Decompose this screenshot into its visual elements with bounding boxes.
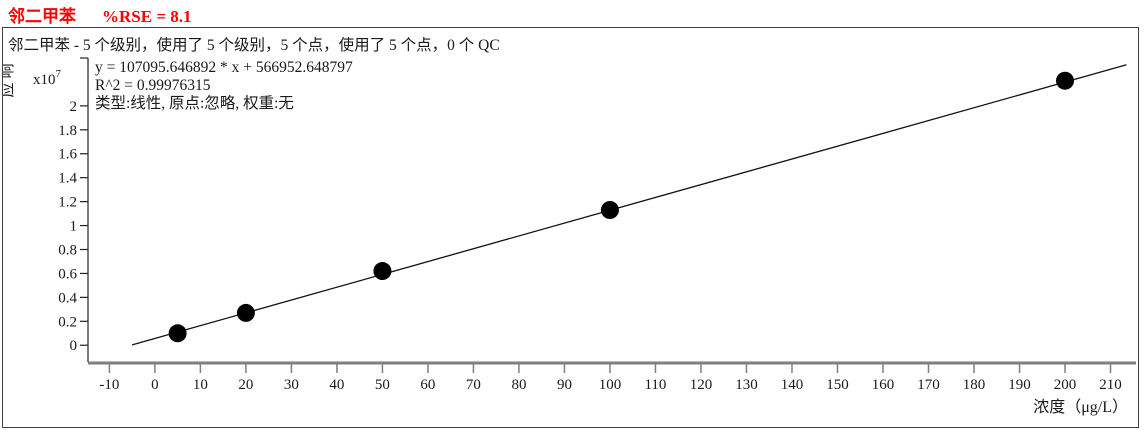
x-tick-label: 210 [1099, 377, 1122, 393]
x-tick-label: 170 [917, 377, 940, 393]
x-tick-label: 70 [466, 377, 481, 393]
x-tick-label: 140 [781, 377, 804, 393]
chart-title: 邻二甲苯 %RSE = 8.1 [8, 2, 192, 26]
x-tick-label: 160 [872, 377, 895, 393]
y-tick-label: 0.4 [58, 290, 77, 306]
x-tick-label: 120 [690, 377, 713, 393]
x-tick-label: 0 [151, 377, 159, 393]
x-tick-label: 40 [329, 377, 344, 393]
data-point [600, 201, 619, 219]
x-tick-label: 130 [735, 377, 758, 393]
y-tick-label: 1.8 [58, 123, 77, 139]
x-tick-label: 190 [1008, 377, 1031, 393]
data-point [236, 303, 255, 322]
x-tick-label: -10 [99, 377, 119, 393]
x-tick-label: 110 [644, 377, 666, 393]
y-tick-label: 0.2 [58, 314, 77, 330]
x-tick-label: 30 [284, 377, 299, 393]
x-tick-label: 180 [963, 377, 986, 393]
x-axis-title: 浓度（μg/L） [1033, 398, 1128, 416]
fit-equation: y = 107095.646892 * x + 566952.648797 [95, 59, 353, 76]
fit-r-squared: R^2 = 0.99976315 [95, 77, 211, 94]
rse-value: %RSE = 8.1 [102, 7, 192, 26]
fit-settings: 类型:线性, 原点:忽略, 权重:无 [95, 95, 294, 112]
y-axis-title-char: 应 [3, 82, 16, 97]
y-tick-label: 2 [70, 99, 78, 115]
y-tick-label: 0.6 [58, 266, 77, 282]
x-tick-label: 50 [375, 377, 390, 393]
y-tick-label: 1.2 [58, 195, 77, 211]
data-point [1056, 71, 1075, 90]
x-tick-label: 200 [1054, 377, 1077, 393]
data-point [373, 262, 392, 281]
y-tick-label: 1.6 [58, 147, 77, 163]
regression-line [131, 64, 1127, 346]
y-scale-label: x107 [33, 68, 62, 88]
fit-annotation: y = 107095.646892 * x + 566952.648797 R^… [95, 59, 353, 113]
y-tick-label: 0.8 [58, 242, 77, 258]
y-tick-label: 0 [70, 338, 78, 354]
chart-subtitle: 邻二甲苯 - 5 个级别，使用了 5 个级别，5 个点，使用了 5 个点，0 个… [8, 37, 500, 54]
data-point [168, 324, 187, 343]
y-tick-label: 1 [70, 219, 78, 235]
x-tick-label: 80 [511, 377, 526, 393]
compound-name: 邻二甲苯 [8, 7, 76, 26]
calibration-plot: -10 0 10 20 30 40 50 60 70 80 90 100 110 120 130 140 150… [3, 57, 1136, 416]
x-tick-label: 20 [238, 377, 253, 393]
y-tick-label: 1.4 [58, 171, 77, 187]
chart-box: -10 0 10 20 30 40 50 60 70 80 90 100 110 120 130 140 150… [2, 27, 1139, 428]
x-tick-label: 100 [599, 377, 622, 393]
y-axis-title-char: 响 [3, 63, 16, 78]
x-tick-label: 90 [557, 377, 572, 393]
x-tick-label: 60 [420, 377, 435, 393]
x-tick-label: 150 [826, 377, 849, 393]
x-tick-label: 10 [193, 377, 208, 393]
